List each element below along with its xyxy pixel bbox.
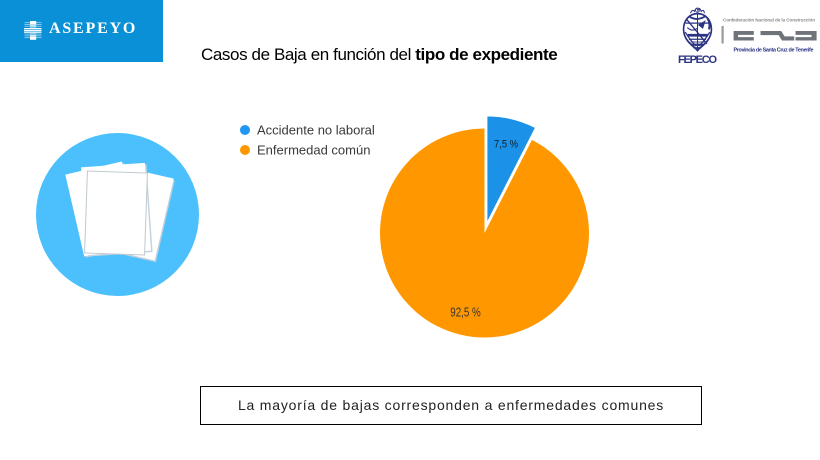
svg-text:FEPECO: FEPECO [678,54,717,66]
svg-text:92,5 %: 92,5 % [450,306,481,320]
svg-text:7,5 %: 7,5 % [494,139,518,151]
svg-text:Confederación Nacional de la C: Confederación Nacional de la Construcció… [723,18,815,23]
svg-text:Provincia de Santa Cruz de Ten: Provincia de Santa Cruz de Tenerife [734,48,814,54]
